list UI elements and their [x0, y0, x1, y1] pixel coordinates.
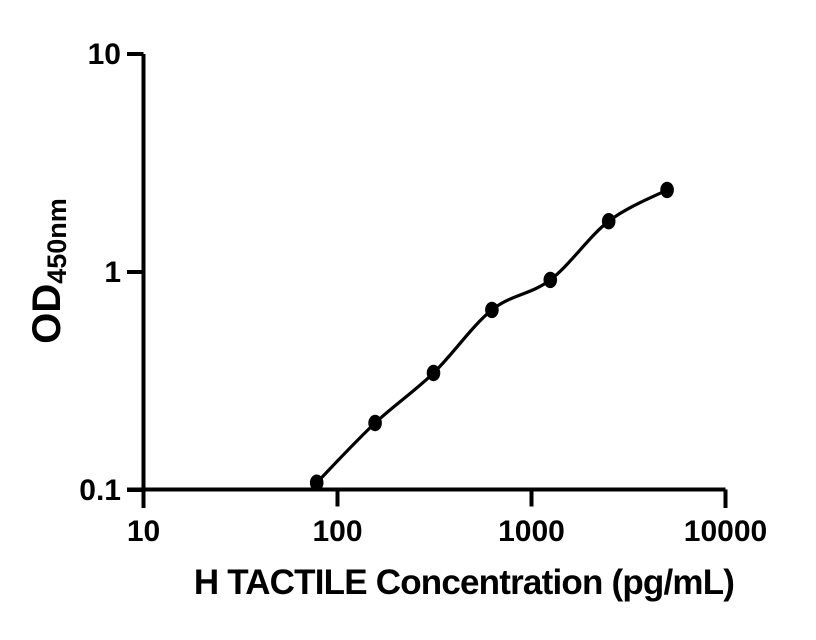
data-point-marker — [601, 213, 616, 230]
y-tick-label: 0.1 — [79, 474, 121, 507]
data-point-marker — [368, 414, 382, 432]
axis-ticks — [127, 52, 728, 507]
fit-curve-line — [315, 188, 668, 484]
x-tick-label: 10000 — [684, 515, 767, 548]
plot-area — [309, 181, 674, 491]
data-point-marker — [309, 474, 324, 491]
x-tick-label: 10 — [127, 515, 160, 548]
data-point-marker — [485, 301, 499, 319]
y-axis-title-subscript: 450nm — [42, 198, 72, 284]
y-tick-label: 1 — [104, 256, 121, 289]
y-tick-label: 10 — [88, 38, 121, 71]
y-axis-title: OD450nm — [25, 198, 72, 344]
x-tick-label: 1000 — [498, 515, 565, 548]
axis-spine — [127, 52, 728, 508]
data-point-marker — [426, 364, 441, 382]
data-point-marker — [660, 181, 674, 199]
y-axis-title-main: OD — [25, 284, 69, 344]
x-tick-label: 100 — [312, 515, 362, 548]
data-point-marker — [543, 271, 558, 289]
x-axis-title: H TACTILE Concentration (pg/mL) — [194, 563, 734, 602]
